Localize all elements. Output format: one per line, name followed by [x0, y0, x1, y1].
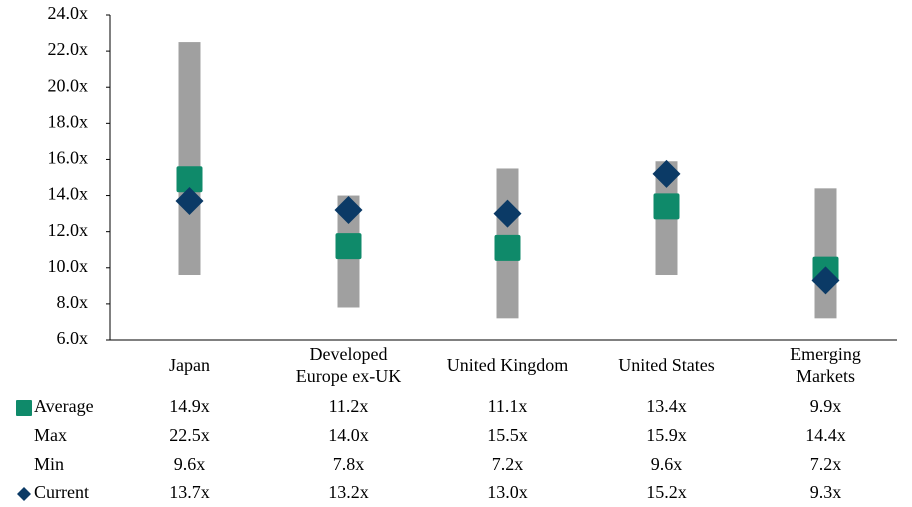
y-tick-label: 6.0x — [57, 328, 89, 348]
x-tick-label: Japan — [169, 355, 210, 375]
current-marker — [652, 159, 681, 188]
y-tick-label: 10.0x — [48, 256, 89, 276]
table-cell: 13.4x — [646, 396, 687, 416]
table-cell: 15.2x — [646, 482, 687, 502]
table-cell: 9.3x — [810, 482, 842, 502]
table-row-label: Min — [34, 454, 64, 474]
table-row-label: Max — [34, 425, 67, 445]
current-marker — [175, 186, 204, 215]
y-tick-label: 16.0x — [48, 148, 89, 168]
legend-swatch — [16, 400, 32, 416]
table-cell: 9.6x — [174, 454, 206, 474]
average-marker — [494, 234, 521, 261]
table-cell: 11.2x — [329, 396, 369, 416]
average-marker — [176, 166, 203, 193]
current-marker — [811, 266, 840, 295]
range-bar — [178, 42, 201, 276]
legend-swatch — [17, 487, 31, 501]
x-tick-label: United Kingdom — [447, 355, 569, 375]
x-tick-label: United States — [618, 355, 715, 375]
table-cell: 14.0x — [328, 425, 369, 445]
current-marker — [334, 196, 363, 224]
y-tick-label: 18.0x — [48, 111, 89, 131]
table-cell: 15.5x — [487, 425, 528, 445]
table-row-label: Current — [34, 482, 89, 502]
current-marker — [493, 199, 522, 228]
table-cell: 13.0x — [487, 482, 528, 502]
x-tick-label: Developed Europe ex-UK — [296, 344, 401, 386]
table-cell: 7.2x — [810, 454, 842, 474]
x-tick-label: Emerging Markets — [790, 344, 861, 386]
table-cell: 14.9x — [169, 396, 210, 416]
table-cell: 11.1x — [488, 396, 528, 416]
y-tick-label: 24.0x — [48, 3, 89, 23]
table-cell: 7.2x — [492, 454, 524, 474]
y-tick-label: 20.0x — [48, 75, 89, 95]
table-cell: 9.9x — [810, 396, 842, 416]
y-tick-label: 8.0x — [57, 292, 89, 312]
average-marker — [653, 193, 680, 220]
table-cell: 22.5x — [169, 425, 210, 445]
y-tick-label: 22.0x — [48, 39, 89, 59]
range-bar — [814, 188, 837, 319]
table-cell: 14.4x — [805, 425, 846, 445]
table-cell: 9.6x — [651, 454, 683, 474]
table-row-label: Average — [34, 396, 94, 416]
y-tick-label: 14.0x — [48, 184, 89, 204]
table-cell: 13.2x — [328, 482, 369, 502]
y-tick-label: 12.0x — [48, 220, 89, 240]
table-cell: 7.8x — [333, 454, 365, 474]
average-marker — [335, 233, 362, 260]
table-cell: 13.7x — [169, 482, 210, 502]
table-cell: 15.9x — [646, 425, 687, 445]
